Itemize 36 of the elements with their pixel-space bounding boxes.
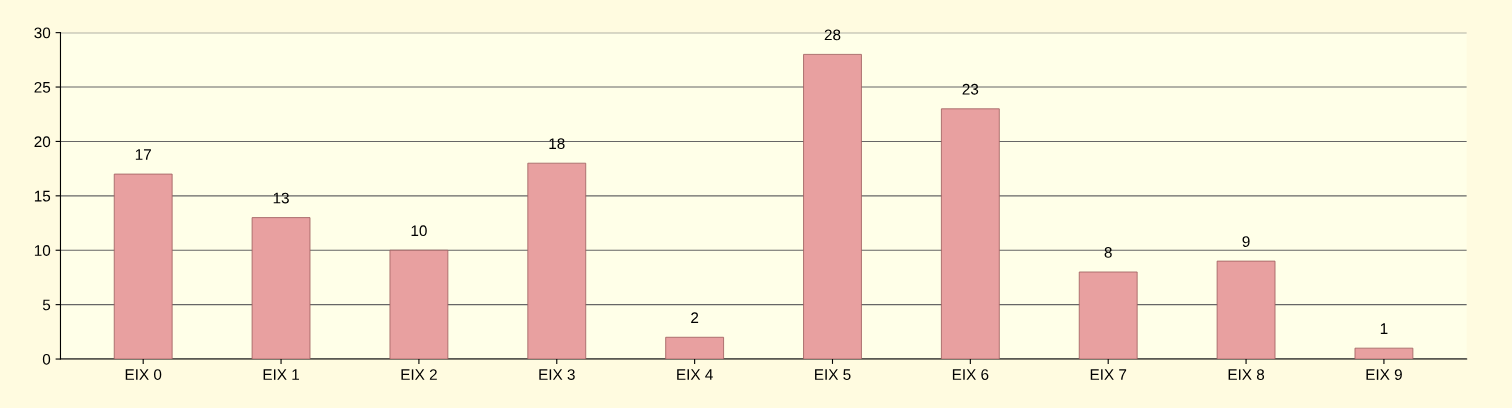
data-label: 1 — [1380, 323, 1388, 334]
x-tick-label: EIX 4 — [677, 369, 713, 380]
x-tick-label: EIX 9 — [1366, 369, 1402, 380]
x-tick-label: EIX 3 — [539, 369, 575, 380]
data-label: 28 — [824, 29, 841, 41]
bar — [1078, 271, 1138, 360]
y-tick-label: 5 — [42, 299, 51, 311]
bar — [389, 249, 449, 360]
x-tick-label: EIX 1 — [263, 369, 299, 380]
bar — [251, 217, 311, 360]
y-tick-label: 30 — [34, 27, 51, 39]
data-label: 10 — [411, 225, 427, 237]
bar — [527, 162, 587, 360]
x-tick-label: EIX 0 — [125, 369, 162, 380]
bar — [1354, 347, 1414, 360]
data-label: 9 — [1242, 236, 1250, 247]
bar — [940, 108, 1000, 360]
bar — [1216, 260, 1276, 360]
bar — [665, 336, 724, 360]
y-tick-label: 25 — [34, 81, 51, 93]
x-tick-label: EIX 5 — [815, 369, 851, 380]
data-label: 8 — [1104, 247, 1112, 258]
x-tick-label: EIX 7 — [1090, 369, 1127, 380]
x-tick-label: EIX 2 — [401, 369, 437, 380]
data-label: 17 — [135, 149, 151, 160]
data-label: 13 — [273, 192, 289, 204]
x-tick-label: EIX 6 — [952, 369, 989, 380]
y-tick-label: 0 — [42, 353, 51, 365]
y-tick-label: 10 — [34, 245, 51, 256]
data-label: 2 — [691, 312, 699, 323]
bar — [803, 53, 862, 360]
y-tick-label: 20 — [34, 136, 51, 148]
data-label: 23 — [962, 83, 979, 95]
x-tick-label: EIX 8 — [1228, 369, 1265, 380]
bar — [113, 173, 173, 360]
y-tick-label: 15 — [34, 190, 51, 202]
